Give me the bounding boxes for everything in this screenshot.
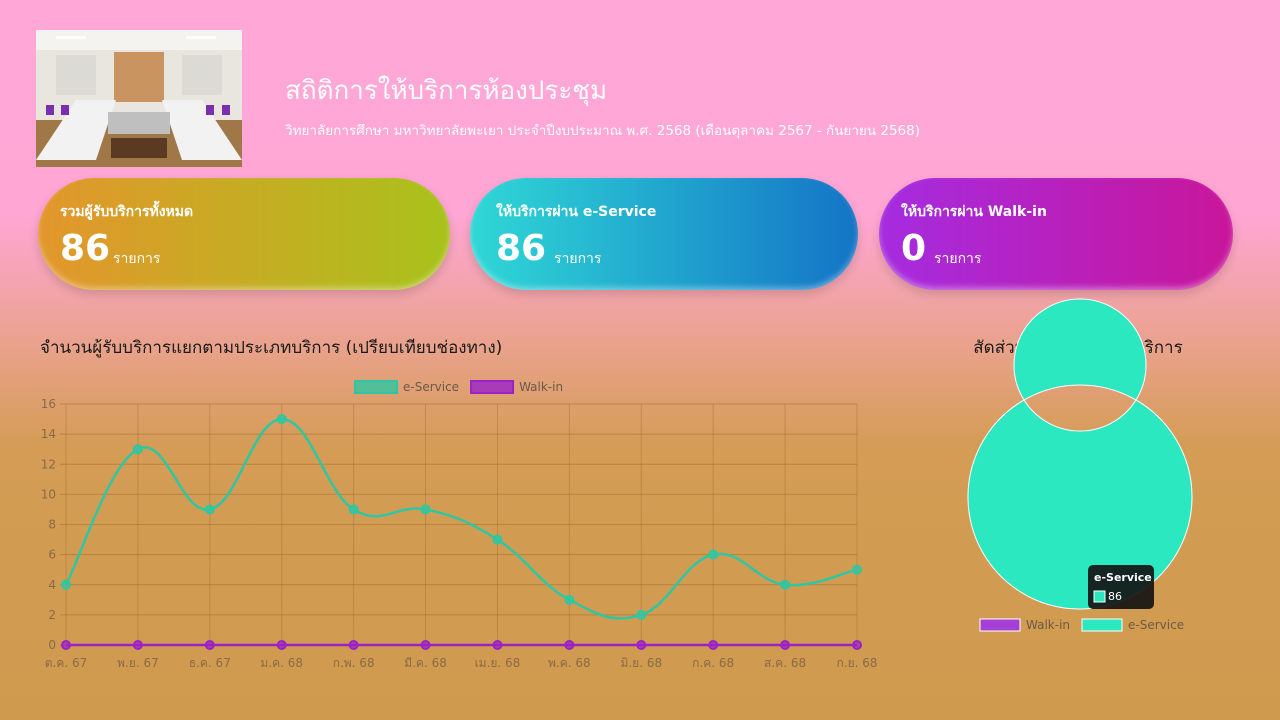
x-tick-label: เม.ย. 68	[475, 656, 521, 670]
y-tick-label: 14	[41, 427, 56, 441]
y-tick-label: 2	[48, 608, 56, 622]
data-point	[708, 549, 719, 560]
legend-label: e-Service	[403, 380, 459, 394]
x-tick-label: ต.ค. 67	[45, 656, 88, 670]
series-line	[64, 417, 858, 620]
data-point	[492, 640, 503, 650]
data-point	[420, 640, 431, 650]
data-point	[420, 504, 431, 515]
data-point	[780, 640, 791, 650]
tooltip-title: e-Service	[1094, 571, 1152, 584]
tooltip-value: 86	[1108, 590, 1122, 603]
card-unit: รายการ	[934, 251, 982, 267]
data-point	[61, 579, 71, 590]
y-tick-label: 12	[41, 457, 56, 471]
y-tick-label: 8	[48, 518, 56, 532]
data-point	[564, 640, 575, 650]
chart-title: จำนวนผู้รับบริการแยกตามประเภทบริการ (เปร…	[40, 338, 502, 358]
x-tick-label: มิ.ย. 68	[620, 656, 662, 670]
stat-card: ให้บริการผ่าน e-Service 86 รายการ	[470, 178, 858, 290]
x-tick-label: ส.ค. 68	[764, 656, 806, 670]
data-point	[852, 640, 862, 650]
page-title: สถิติการให้บริการห้องประชุม	[285, 76, 608, 106]
x-tick-label: ธ.ค. 67	[189, 656, 231, 670]
data-point	[492, 534, 503, 545]
stat-card: ให้บริการผ่าน Walk-in 0 รายการ	[879, 178, 1233, 290]
legend-swatch	[354, 380, 398, 394]
card-value: 0	[901, 228, 927, 269]
x-tick-label: ก.ย. 68	[836, 656, 877, 670]
data-point	[61, 640, 71, 650]
data-point	[564, 594, 575, 605]
legend-swatch	[979, 618, 1021, 632]
legend-label: e-Service	[1128, 618, 1184, 632]
tooltip-swatch	[1093, 590, 1106, 603]
data-point	[204, 640, 215, 650]
legend-label: Walk-in	[1026, 618, 1070, 632]
data-point	[276, 640, 287, 650]
x-tick-label: ก.พ. 68	[333, 656, 375, 670]
card-value: 86	[60, 228, 111, 269]
x-tick-label: มี.ค. 68	[404, 656, 447, 670]
room-photo	[36, 30, 242, 167]
x-tick-label: พ.ย. 67	[117, 656, 159, 670]
data-point	[636, 609, 647, 620]
data-point	[348, 640, 359, 650]
legend-label: Walk-in	[519, 380, 563, 394]
x-tick-label: ม.ค. 68	[260, 656, 303, 670]
y-tick-label: 16	[41, 397, 56, 411]
data-point	[708, 640, 719, 650]
data-point	[204, 504, 215, 515]
card-value: 86	[496, 228, 547, 269]
y-tick-label: 4	[48, 578, 56, 592]
data-point	[348, 504, 359, 515]
x-tick-label: พ.ค. 68	[548, 656, 591, 670]
legend-swatch	[1081, 618, 1123, 632]
data-point	[852, 564, 862, 575]
page-subtitle: วิทยาลัยการศึกษา มหาวิทยาลัยพะเยา ประจำป…	[285, 123, 920, 139]
card-unit: รายการ	[554, 251, 602, 267]
card-title: ให้บริการผ่าน Walk-in	[901, 204, 1047, 220]
data-point	[636, 640, 647, 650]
card-unit: รายการ	[113, 251, 161, 267]
y-tick-label: 0	[48, 638, 56, 652]
data-point	[780, 579, 791, 590]
doughnut-segment	[967, 298, 1193, 610]
card-title: ให้บริการผ่าน e-Service	[496, 204, 657, 220]
data-point	[132, 444, 143, 455]
card-title: รวมผู้รับบริการทั้งหมด	[60, 204, 194, 220]
data-point	[276, 414, 287, 425]
stat-card: รวมผู้รับบริการทั้งหมด 86 รายการ	[38, 178, 450, 290]
legend-swatch	[470, 380, 515, 394]
y-tick-label: 10	[41, 487, 56, 501]
y-tick-label: 6	[48, 548, 56, 562]
x-tick-label: ก.ค. 68	[692, 656, 734, 670]
data-point	[132, 640, 143, 650]
